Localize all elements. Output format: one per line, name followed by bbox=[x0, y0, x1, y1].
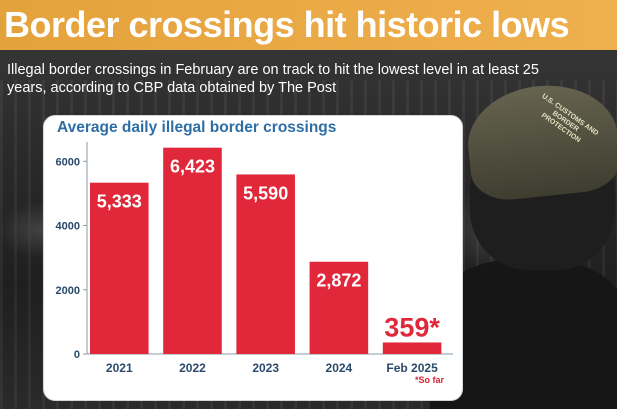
bar-chart: 0 2000 4000 6000 5,333 2021 6,423 2022 5,590 2023… bbox=[56, 142, 453, 375]
data-label: 6,423 bbox=[170, 157, 215, 177]
footnote: *So far bbox=[415, 375, 445, 385]
y-tick-label: 6000 bbox=[56, 156, 80, 168]
x-tick-label: 2023 bbox=[252, 361, 279, 375]
x-tick-label: Feb 2025 bbox=[386, 361, 438, 375]
bar-2024 bbox=[309, 261, 369, 354]
bar-feb-2025 bbox=[382, 342, 442, 354]
y-tick-label: 0 bbox=[74, 349, 80, 361]
data-label: 359* bbox=[384, 312, 440, 342]
x-tick-label: 2024 bbox=[326, 361, 353, 375]
x-tick-label: 2021 bbox=[106, 361, 133, 375]
headline: Border crossings hit historic lows bbox=[4, 4, 570, 45]
y-tick-label: 4000 bbox=[56, 221, 80, 233]
headline-bar bbox=[0, 0, 617, 50]
subtitle: Illegal border crossings in February are… bbox=[7, 62, 539, 96]
data-label: 5,590 bbox=[243, 183, 288, 203]
chart-title: Average daily illegal border crossings bbox=[57, 119, 337, 136]
bar-2021 bbox=[90, 182, 149, 354]
bar-2023 bbox=[236, 174, 295, 354]
data-label: 2,872 bbox=[316, 271, 361, 291]
bar-2022 bbox=[163, 147, 222, 354]
x-tick-label: 2022 bbox=[179, 361, 206, 375]
data-label: 5,333 bbox=[97, 192, 142, 212]
y-tick-label: 2000 bbox=[56, 285, 80, 297]
